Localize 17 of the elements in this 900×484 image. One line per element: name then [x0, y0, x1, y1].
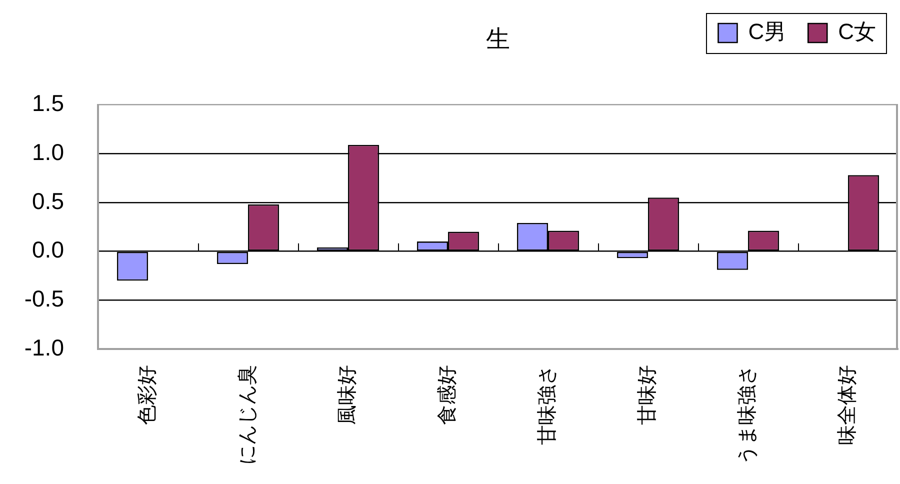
x-tick-label: 風味好 — [336, 365, 359, 425]
legend-label: C男 — [748, 19, 786, 44]
y-tick-label: 1.5 — [32, 90, 64, 116]
x-tick-label: にんじん臭 — [236, 365, 259, 465]
chart-title: 生 — [486, 26, 510, 54]
y-tick-label: 1.0 — [32, 138, 64, 165]
x-tick-label: 甘味強さ — [536, 365, 559, 445]
x-tick-label: 色彩好 — [136, 365, 159, 425]
y-tick-label: -0.5 — [24, 286, 64, 312]
x-tick-label: 味全体好 — [836, 365, 859, 445]
y-tick-label: 0.0 — [32, 236, 64, 263]
x-tick-label: 甘味好 — [636, 365, 659, 425]
y-tick-label: -1.0 — [24, 334, 64, 360]
x-tick-label: 食感好 — [436, 365, 459, 425]
legend-label: C女 — [838, 19, 876, 44]
y-tick-label: 0.5 — [32, 188, 64, 214]
x-tick-label: うま味強さ — [736, 365, 759, 465]
